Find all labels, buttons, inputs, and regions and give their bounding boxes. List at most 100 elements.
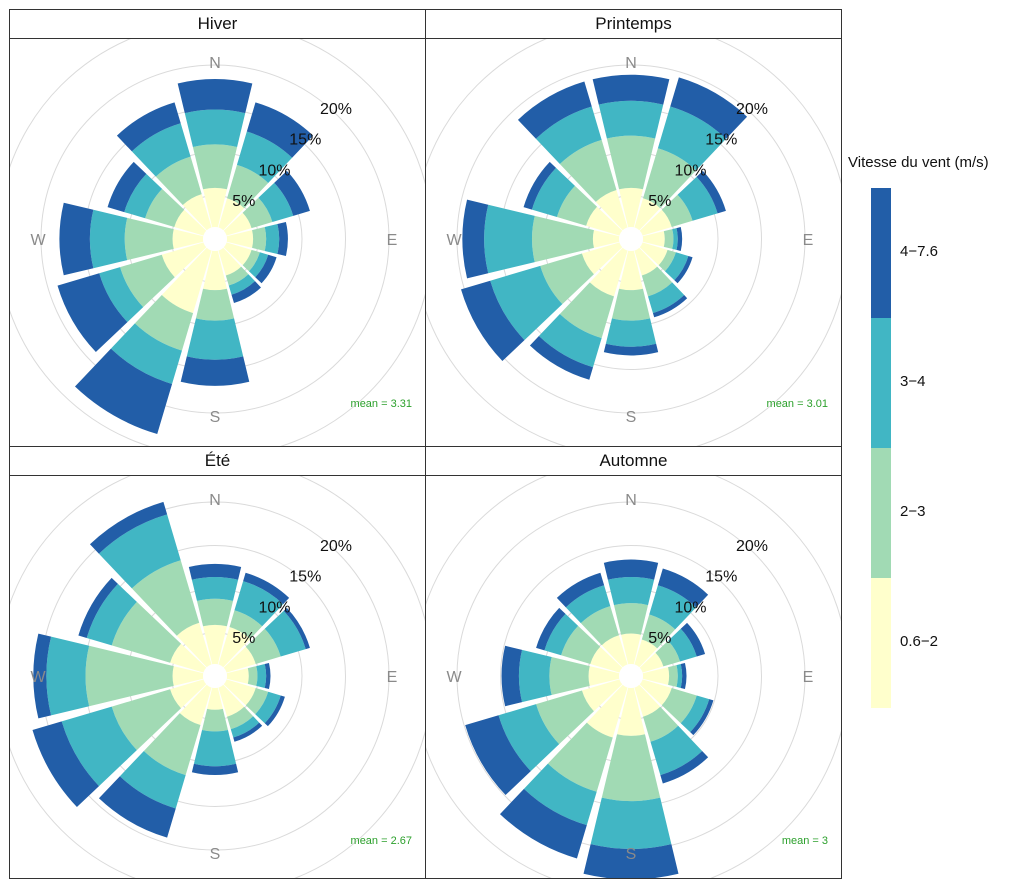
sector-120-bin-0 xyxy=(223,679,256,706)
sector-300-bin-3 xyxy=(107,161,147,213)
legend-swatch-0 xyxy=(871,578,891,708)
direction-label-W: W xyxy=(30,669,46,686)
sector-0-bin-3 xyxy=(177,79,253,114)
sector-240-bin-1 xyxy=(536,690,594,745)
sector-270-bin-1 xyxy=(124,217,174,261)
sector-150-bin-2 xyxy=(650,725,703,776)
sector-330-bin-1 xyxy=(131,560,200,636)
sector-210-bin-2 xyxy=(538,313,602,368)
sector-240-bin-0 xyxy=(581,679,623,712)
sector-30-bin-3 xyxy=(246,102,314,158)
legend-swatch-3 xyxy=(871,188,891,318)
radial-tick-label: 20% xyxy=(320,538,352,555)
sector-60-bin-2 xyxy=(668,628,697,662)
direction-label-W: W xyxy=(30,232,46,249)
center-hole xyxy=(619,227,643,251)
sector-150-bin-1 xyxy=(641,266,673,297)
sector-60-bin-1 xyxy=(242,197,273,229)
sector-60-bin-0 xyxy=(639,209,672,236)
sector-0-bin-3 xyxy=(603,559,659,580)
radial-tick-label: 5% xyxy=(648,193,671,210)
legend: Vitesse du vent (m/s) 0.6−2 2−3 3−4 4−7.6 xyxy=(848,150,1030,720)
direction-label-E: E xyxy=(803,669,814,686)
legend-label: 2−3 xyxy=(900,503,926,520)
sector-180-bin-3 xyxy=(180,356,250,386)
sector-270-bin-2 xyxy=(46,636,90,716)
sector-120-bin-1 xyxy=(661,688,697,724)
sector-60-bin-3 xyxy=(274,170,310,216)
sector-120-bin-3 xyxy=(690,699,714,736)
radial-tick-label: 10% xyxy=(674,600,706,617)
sector-300-bin-0 xyxy=(586,206,623,236)
sector-90-bin-0 xyxy=(642,231,665,247)
sector-240-bin-2 xyxy=(61,706,137,787)
sector-300-bin-2 xyxy=(544,613,579,656)
sector-0-bin-1 xyxy=(606,135,656,190)
sector-90-bin-0 xyxy=(642,667,670,685)
sector-30-bin-2 xyxy=(649,585,697,630)
sector-270-bin-1 xyxy=(549,656,590,696)
sector-90-bin-3 xyxy=(680,663,687,689)
sector-90-bin-0 xyxy=(226,668,249,684)
center-hole xyxy=(203,664,227,688)
sector-150-bin-3 xyxy=(231,281,261,304)
panel-title: Printemps xyxy=(426,10,841,39)
panel-title: Été xyxy=(10,447,425,476)
sector-60-bin-0 xyxy=(639,652,664,673)
sector-60-bin-3 xyxy=(696,170,726,214)
direction-label-N: N xyxy=(209,55,221,72)
radial-tick-label: 15% xyxy=(705,569,737,586)
mean-label: mean = 3.31 xyxy=(351,398,412,410)
sector-0-bin-2 xyxy=(607,577,655,606)
sector-270-bin-0 xyxy=(588,666,620,686)
sector-210-bin-1 xyxy=(559,282,614,339)
sector-240-bin-3 xyxy=(461,280,525,362)
mean-label: mean = 3 xyxy=(782,835,828,847)
sector-270-bin-0 xyxy=(172,229,204,249)
sector-300-bin-2 xyxy=(531,167,575,218)
sector-180-bin-0 xyxy=(203,250,227,291)
direction-label-E: E xyxy=(803,232,814,249)
sector-150-bin-0 xyxy=(634,247,658,276)
sector-60-bin-2 xyxy=(258,182,294,222)
sector-300-bin-3 xyxy=(536,607,566,651)
sector-120-bin-1 xyxy=(658,249,676,272)
sector-300-bin-0 xyxy=(590,646,623,673)
legend-swatch-2 xyxy=(871,318,891,448)
direction-label-N: N xyxy=(625,55,637,72)
sector-180-bin-1 xyxy=(202,708,228,732)
sector-210-bin-3 xyxy=(499,788,587,859)
radial-tick-label: 20% xyxy=(736,538,768,555)
sector-240-bin-3 xyxy=(465,715,531,796)
sector-210-bin-2 xyxy=(119,750,186,809)
sector-0-bin-3 xyxy=(188,563,242,580)
sector-90-bin-1 xyxy=(668,665,678,687)
sector-210-bin-3 xyxy=(74,348,173,435)
sector-240-bin-3 xyxy=(57,273,128,353)
sector-210-bin-1 xyxy=(547,722,613,792)
sector-150-bin-3 xyxy=(233,722,263,742)
mean-label: mean = 2.67 xyxy=(351,835,412,847)
sector-270-bin-3 xyxy=(462,199,489,279)
sector-120-bin-0 xyxy=(639,679,672,706)
sector-150-bin-1 xyxy=(227,706,254,730)
direction-label-S: S xyxy=(210,409,221,426)
sector-300-bin-1 xyxy=(111,601,182,663)
sector-300-bin-0 xyxy=(170,643,207,673)
panel-title: Hiver xyxy=(10,10,425,39)
sector-240-bin-2 xyxy=(99,267,144,323)
sector-150-bin-1 xyxy=(643,706,679,742)
sector-120-bin-2 xyxy=(664,252,689,281)
direction-label-W: W xyxy=(446,669,462,686)
sector-180-bin-1 xyxy=(601,734,661,802)
sector-90-bin-2 xyxy=(256,664,267,688)
legend-swatch-1 xyxy=(871,448,891,578)
sector-30-bin-2 xyxy=(657,106,727,171)
direction-label-E: E xyxy=(387,232,398,249)
sector-150-bin-2 xyxy=(230,716,260,738)
